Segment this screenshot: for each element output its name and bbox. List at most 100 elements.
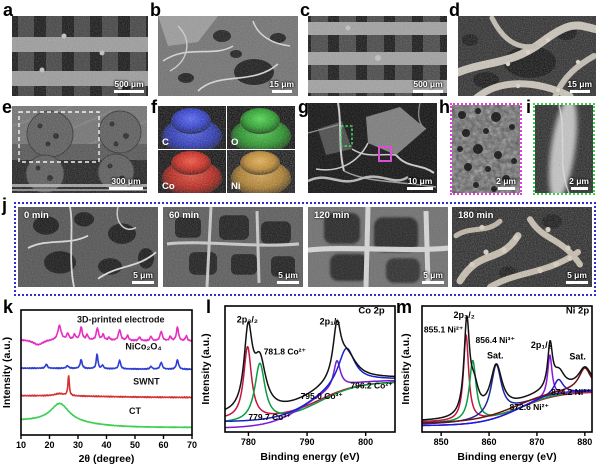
panel-label-m: m xyxy=(396,297,413,317)
eds-art-O xyxy=(227,106,295,149)
x-tick-label: 20 xyxy=(44,440,54,450)
x-tick-label: 40 xyxy=(101,440,111,450)
scalebar-label: 500 μm xyxy=(413,79,443,89)
x-axis-label: 2θ (degree) xyxy=(79,453,135,465)
sem-art-j180 xyxy=(452,207,592,287)
annotation: 2p₃/₂ xyxy=(237,314,258,324)
scalebar-label: 2 μm xyxy=(496,176,516,186)
panel-label-d: d xyxy=(449,0,460,20)
panel-label-f: f xyxy=(151,97,157,117)
x-tick-label: 880 xyxy=(577,437,592,447)
plot-frame xyxy=(20,309,193,436)
scalebar: 10 μm xyxy=(407,176,433,190)
scalebar-label: 5 μm xyxy=(133,270,153,280)
sem-image-j-180min: 180 min 5 μm xyxy=(452,207,592,287)
annotation: 874.2 Ni³⁺ xyxy=(551,387,590,397)
annotation: Co 2p xyxy=(358,306,385,317)
eds-art-Ni xyxy=(227,150,295,193)
scalebar-bar xyxy=(407,187,433,190)
time-label: 60 min xyxy=(169,210,200,221)
eds-map-grid: C O Co xyxy=(158,106,295,193)
sem-art-j120 xyxy=(308,207,448,287)
eds-element-label-Co: Co xyxy=(162,181,175,192)
sem-image-b: 15 μm xyxy=(158,16,298,96)
time-series-box xyxy=(14,202,596,296)
series-label: SWNT xyxy=(133,376,160,386)
x-tick-label: 800 xyxy=(358,437,373,447)
scalebar-bar xyxy=(277,281,299,284)
sem-image-c: 500 μm xyxy=(308,16,447,96)
eds-map-Co: Co xyxy=(158,150,226,193)
scalebar-bar xyxy=(271,90,292,93)
y-axis-label: Intensity (a.u.) xyxy=(1,337,13,408)
eds-art-Co xyxy=(158,150,226,193)
sem-image-d: 15 μm xyxy=(458,16,596,96)
sem-art-a xyxy=(12,16,148,96)
sem-art-j60 xyxy=(163,207,303,287)
sem-art-d xyxy=(458,16,596,96)
series-label: CT xyxy=(129,406,141,416)
scalebar-bar xyxy=(109,187,143,190)
annotation: 2p₁/₂ xyxy=(531,340,552,350)
annotation: 779.7 Co³⁺ xyxy=(248,412,290,422)
eds-map-O: O xyxy=(227,106,295,149)
scalebar-label: 2 μm xyxy=(569,176,589,186)
scalebar: 500 μm xyxy=(413,79,443,93)
sem-art-j0 xyxy=(18,207,158,287)
sem-art-c xyxy=(308,16,447,96)
y-axis-label: Intensity (a.u.) xyxy=(200,333,212,404)
annotation: 855.1 Ni²⁺ xyxy=(424,324,463,334)
annotation: 781.8 Co²⁺ xyxy=(264,347,306,357)
annotation: 856.4 Ni³⁺ xyxy=(476,335,515,345)
scalebar: 300 μm xyxy=(109,176,143,190)
scalebar-label: 300 μm xyxy=(111,176,141,186)
sem-image-i: 2 μm xyxy=(533,103,595,195)
annotation: 795.0 Co³⁺ xyxy=(301,391,343,401)
x-tick-label: 70 xyxy=(187,440,197,450)
eds-element-label-C: C xyxy=(162,137,169,148)
co2p-chart-panel: 780 790 800 Binding energy (eV) Intensity (a… xyxy=(200,292,400,466)
scalebar: 2 μm xyxy=(569,176,589,190)
x-tick-label: 850 xyxy=(434,437,449,447)
eds-map-Ni: Ni xyxy=(227,150,295,193)
sem-art-g xyxy=(308,103,437,193)
annotation: 796.2 Co²⁺ xyxy=(350,381,392,391)
x-tick-label: 780 xyxy=(241,437,256,447)
x-tick-label: 50 xyxy=(130,440,140,450)
x-tick-label: 860 xyxy=(482,437,497,447)
eds-art-C xyxy=(158,106,226,149)
panel-label-e: e xyxy=(2,97,13,117)
series-label: 3D-printed electrode xyxy=(77,315,165,325)
time-label: 0 min xyxy=(24,210,49,221)
scalebar: 15 μm xyxy=(567,79,592,93)
x-tick-label: 10 xyxy=(16,440,26,450)
panel-label-i: i xyxy=(526,97,532,117)
scalebar-label: 10 μm xyxy=(407,176,433,186)
scalebar: 5 μm xyxy=(566,270,588,284)
x-tick-label: 30 xyxy=(73,440,83,450)
ni2p-plot: 850 860 870 880 Binding energy (eV) Intensity… xyxy=(400,305,593,463)
panel-label-l: l xyxy=(206,297,212,317)
x-axis-label: Binding energy (eV) xyxy=(457,451,556,463)
scalebar: 5 μm xyxy=(422,270,444,284)
scalebar-bar xyxy=(114,90,144,93)
sem-image-j-0min: 0 min 5 μm xyxy=(18,207,158,287)
scalebar: 15 μm xyxy=(269,79,294,93)
eds-element-label-O: O xyxy=(231,137,239,148)
sem-image-e: 300 μm xyxy=(12,106,147,193)
panel-label-h: h xyxy=(439,97,450,117)
sem-image-j-120min: 120 min 5 μm xyxy=(308,207,448,287)
x-tick-label: 60 xyxy=(158,440,168,450)
scalebar: 2 μm xyxy=(496,176,516,190)
sem-art-h xyxy=(452,105,520,193)
scalebar-label: 15 μm xyxy=(269,79,294,89)
xrd-plot: 10 20 30 40 50 60 70 2θ (degree) Intensity (a.u.… xyxy=(1,309,197,465)
sem-art-e xyxy=(12,106,147,193)
panel-label-c: c xyxy=(300,0,311,20)
annotation: 872.6 Ni²⁺ xyxy=(510,402,549,412)
scalebar-bar xyxy=(497,187,515,190)
time-label: 120 min xyxy=(314,210,350,221)
annotation: Ni 2p xyxy=(566,306,589,317)
eds-map-C: C xyxy=(158,106,226,149)
